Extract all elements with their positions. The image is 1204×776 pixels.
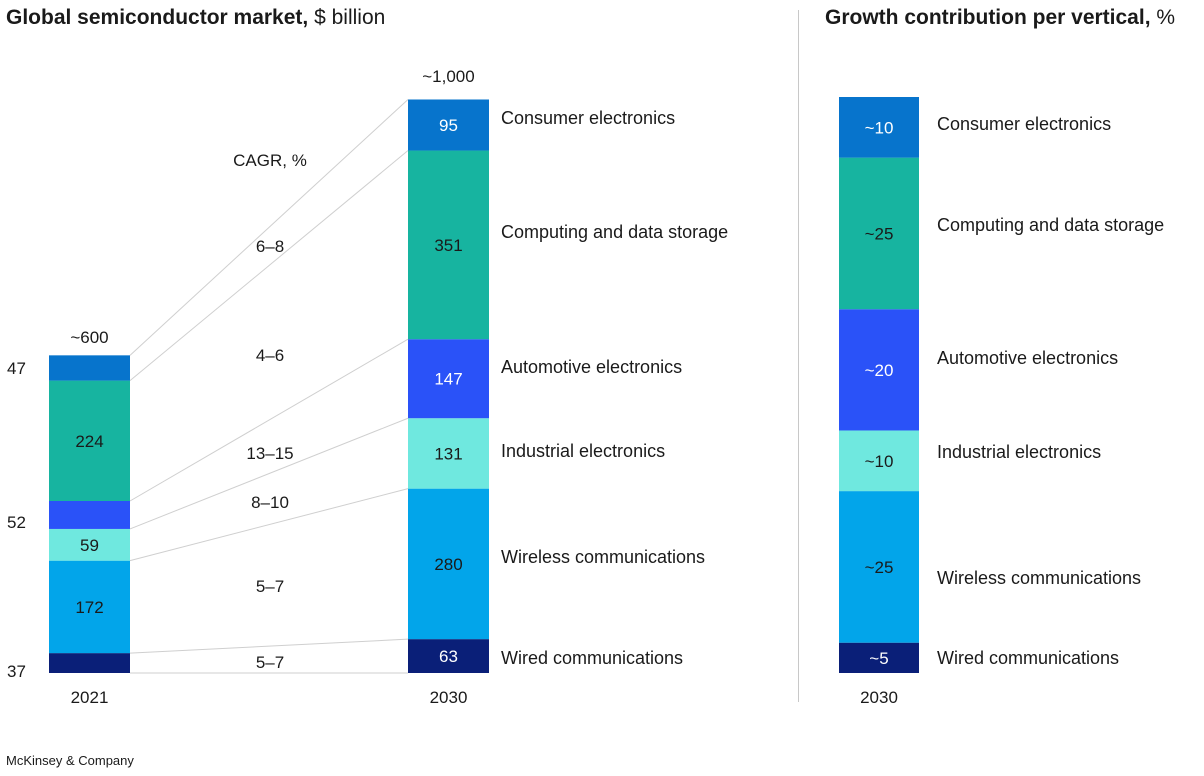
value-label-2030: 63 (439, 647, 458, 666)
growth-value-label: ~10 (865, 118, 894, 137)
total-label-2030: ~1,000 (422, 67, 474, 86)
value-label-2021: 224 (75, 432, 103, 451)
value-label-2030: 95 (439, 116, 458, 135)
value-label-2021: 47 (7, 359, 26, 378)
growth-value-label: ~20 (865, 361, 894, 380)
growth-bar-automotive-electronics (839, 309, 919, 431)
growth-bar-industrial-electronics (839, 430, 919, 492)
connector-line (129, 417, 409, 530)
growth-series-label-computing-and-data-storage: Computing and data storage (937, 215, 1164, 235)
value-label-2021: 52 (7, 513, 26, 532)
cagr-header: CAGR, % (233, 151, 307, 170)
bar-computing-and-data-storage-2030 (408, 150, 489, 340)
bar-industrial-electronics-2021 (49, 528, 130, 561)
value-label-2030: 147 (434, 370, 462, 389)
cagr-label-computing-and-data-storage: 4–6 (256, 346, 284, 365)
growth-x-tick-label: 2030 (860, 688, 898, 707)
value-label-2021: 37 (7, 662, 26, 681)
bar-wireless-communications-2021 (49, 560, 130, 654)
connector-line (129, 99, 409, 356)
connector-line (129, 638, 409, 654)
cagr-label-wireless-communications: 5–7 (256, 577, 284, 596)
growth-value-label: ~25 (865, 224, 894, 243)
cagr-label-consumer-electronics: 6–8 (256, 237, 284, 256)
growth-series-label-automotive-electronics: Automotive electronics (937, 348, 1118, 368)
x-tick-label: 2030 (430, 688, 468, 707)
growth-series-label-consumer-electronics: Consumer electronics (937, 114, 1111, 134)
growth-series-label-wired-communications: Wired communications (937, 648, 1119, 668)
value-label-2030: 280 (434, 555, 462, 574)
growth-bar-wireless-communications (839, 491, 919, 643)
cagr-label-automotive-electronics: 13–15 (246, 444, 293, 463)
bar-consumer-electronics-2030 (408, 99, 489, 151)
bar-automotive-electronics-2021 (49, 501, 130, 529)
growth-bar-computing-and-data-storage (839, 157, 919, 310)
connector-line (129, 338, 409, 502)
bar-consumer-electronics-2021 (49, 355, 130, 381)
market-chart-title: Global semiconductor market, $ billion (6, 6, 386, 29)
series-label-wired-communications: Wired communications (501, 648, 683, 668)
bar-computing-and-data-storage-2021 (49, 380, 130, 501)
connector-line (129, 150, 409, 381)
series-label-industrial-electronics: Industrial electronics (501, 441, 665, 461)
bar-wired-communications-2030 (408, 639, 489, 673)
growth-value-label: ~5 (869, 649, 888, 668)
growth-series-label-industrial-electronics: Industrial electronics (937, 442, 1101, 462)
series-label-automotive-electronics: Automotive electronics (501, 357, 682, 377)
series-label-computing-and-data-storage: Computing and data storage (501, 222, 728, 242)
growth-value-label: ~25 (865, 558, 894, 577)
series-label-wireless-communications: Wireless communications (501, 547, 705, 567)
bar-wireless-communications-2030 (408, 488, 489, 640)
section-divider (798, 10, 799, 702)
total-label-2021: ~600 (70, 328, 108, 347)
value-label-2021: 172 (75, 598, 103, 617)
series-label-consumer-electronics: Consumer electronics (501, 108, 675, 128)
growth-series-label-wireless-communications: Wireless communications (937, 568, 1141, 588)
bar-wired-communications-2021 (49, 653, 130, 673)
value-label-2021: 59 (80, 536, 99, 555)
cagr-label-wired-communications: 5–7 (256, 653, 284, 672)
source-credit: McKinsey & Company (6, 753, 134, 768)
growth-bar-consumer-electronics (839, 97, 919, 158)
value-label-2030: 351 (434, 236, 462, 255)
growth-bar-wired-communications (839, 642, 919, 673)
value-label-2030: 131 (434, 444, 462, 463)
bar-automotive-electronics-2030 (408, 339, 489, 419)
growth-chart-title: Growth contribution per vertical, % (825, 6, 1176, 29)
cagr-label-industrial-electronics: 8–10 (251, 493, 289, 512)
growth-value-label: ~10 (865, 452, 894, 471)
x-tick-label: 2021 (71, 688, 109, 707)
connector-line (129, 488, 409, 562)
bar-industrial-electronics-2030 (408, 418, 489, 489)
